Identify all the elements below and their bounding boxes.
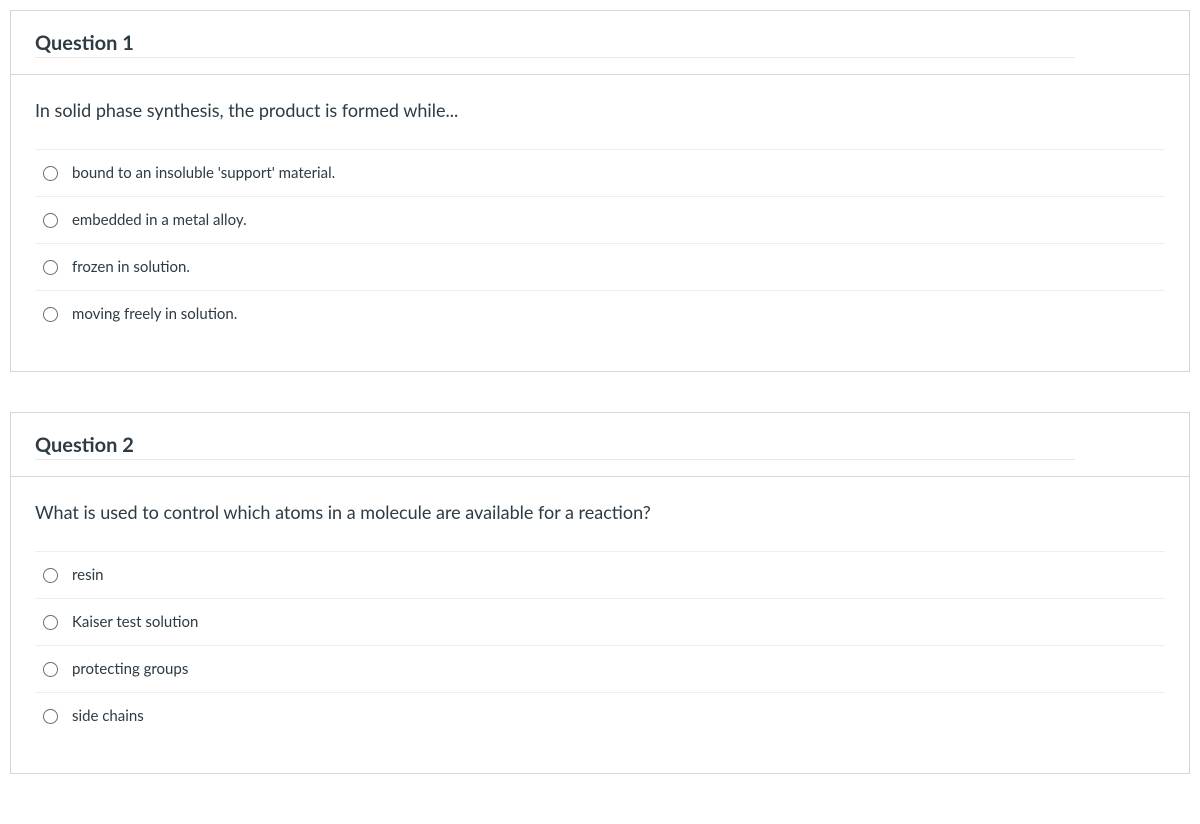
option-label: protecting groups xyxy=(72,660,188,678)
question-title: Question 2 xyxy=(35,433,1075,457)
option-label: bound to an insoluble 'support' material… xyxy=(72,164,335,182)
question-options: bound to an insoluble 'support' material… xyxy=(35,149,1165,347)
option-label: moving freely in solution. xyxy=(72,305,237,323)
radio-icon[interactable] xyxy=(43,307,58,322)
question-option[interactable]: moving freely in solution. xyxy=(35,291,1165,347)
question-options: resin Kaiser test solution protecting gr… xyxy=(35,551,1165,749)
question-option[interactable]: protecting groups xyxy=(35,646,1165,693)
question-prompt: What is used to control which atoms in a… xyxy=(35,501,1165,523)
radio-icon[interactable] xyxy=(43,615,58,630)
question-body: In solid phase synthesis, the product is… xyxy=(11,75,1189,371)
radio-icon[interactable] xyxy=(43,662,58,677)
option-label: Kaiser test solution xyxy=(72,613,198,631)
question-body: What is used to control which atoms in a… xyxy=(11,477,1189,773)
question-header-inner: Question 2 xyxy=(35,433,1075,460)
question-option[interactable]: bound to an insoluble 'support' material… xyxy=(35,150,1165,197)
question-card-1: Question 1 In solid phase synthesis, the… xyxy=(10,10,1190,372)
radio-icon[interactable] xyxy=(43,260,58,275)
radio-icon[interactable] xyxy=(43,568,58,583)
question-header-inner: Question 1 xyxy=(35,31,1075,58)
option-label: embedded in a metal alloy. xyxy=(72,211,247,229)
radio-icon[interactable] xyxy=(43,213,58,228)
question-prompt: In solid phase synthesis, the product is… xyxy=(35,99,1165,121)
question-option[interactable]: resin xyxy=(35,552,1165,599)
question-card-2: Question 2 What is used to control which… xyxy=(10,412,1190,774)
question-header: Question 1 xyxy=(11,11,1189,75)
radio-icon[interactable] xyxy=(43,709,58,724)
question-option[interactable]: side chains xyxy=(35,693,1165,749)
option-label: side chains xyxy=(72,707,144,725)
question-title: Question 1 xyxy=(35,31,1075,55)
question-header: Question 2 xyxy=(11,413,1189,477)
option-label: frozen in solution. xyxy=(72,258,190,276)
question-option[interactable]: Kaiser test solution xyxy=(35,599,1165,646)
question-option[interactable]: embedded in a metal alloy. xyxy=(35,197,1165,244)
option-label: resin xyxy=(72,566,104,584)
radio-icon[interactable] xyxy=(43,166,58,181)
question-option[interactable]: frozen in solution. xyxy=(35,244,1165,291)
